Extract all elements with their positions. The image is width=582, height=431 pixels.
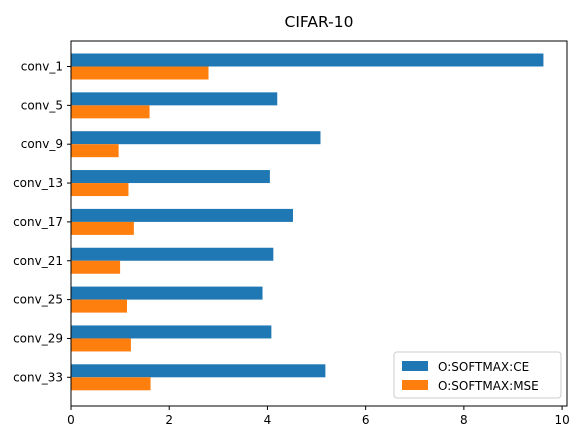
y-tick-label: conv_1	[21, 60, 63, 74]
bars-layer	[71, 53, 544, 391]
x-tick-label: 8	[460, 413, 468, 427]
bar-conv-21-series-2	[71, 260, 121, 274]
y-tick-label: conv_33	[13, 370, 63, 384]
bar-conv-17-series-1	[71, 208, 293, 222]
y-tick-label: conv_9	[21, 137, 63, 151]
bar-conv-1-series-1	[71, 53, 544, 67]
bar-conv-25-series-1	[71, 286, 263, 300]
bar-conv-33-series-2	[71, 377, 151, 391]
legend-swatch	[402, 361, 428, 371]
legend-swatch	[402, 380, 428, 390]
bar-conv-5-series-1	[71, 92, 278, 106]
bar-conv-29-series-1	[71, 325, 272, 339]
x-tick-label: 6	[362, 413, 370, 427]
bar-conv-33-series-1	[71, 364, 326, 378]
y-tick-label: conv_13	[13, 176, 63, 190]
y-tick-label: conv_5	[21, 98, 63, 112]
chart-title: CIFAR-10	[285, 13, 354, 31]
bar-conv-29-series-2	[71, 338, 131, 352]
bar-conv-13-series-2	[71, 183, 129, 197]
bar-conv-25-series-2	[71, 299, 127, 313]
bar-conv-13-series-1	[71, 170, 270, 184]
bar-conv-21-series-1	[71, 247, 274, 261]
y-tick-label: conv_21	[13, 254, 63, 268]
legend-box	[393, 351, 562, 399]
legend-label: O:SOFTMAX:CE	[438, 360, 529, 374]
bar-conv-9-series-2	[71, 144, 119, 158]
bar-conv-5-series-2	[71, 105, 150, 119]
legend-label: O:SOFTMAX:MSE	[438, 379, 539, 393]
x-tick-label: 0	[67, 413, 75, 427]
x-tick-label: 10	[554, 413, 569, 427]
y-axis: conv_1 conv_5 conv_9 conv_13 conv_17 conv_21c…	[13, 60, 71, 384]
x-tick-label: 2	[165, 413, 173, 427]
y-tick-label: conv_25	[13, 293, 63, 307]
y-tick-label: conv_17	[13, 215, 63, 229]
bar-conv-1-series-2	[71, 66, 209, 80]
plot-frame	[70, 40, 568, 407]
y-tick-label: conv_29	[13, 331, 63, 345]
bar-conv-9-series-1	[71, 131, 321, 145]
bar-conv-17-series-2	[71, 221, 134, 235]
x-axis: 0 2 4 6 8 10	[67, 406, 570, 427]
legend: O:SOFTMAX:CE O:SOFTMAX:MSE	[393, 351, 562, 399]
x-tick-label: 4	[264, 413, 272, 427]
